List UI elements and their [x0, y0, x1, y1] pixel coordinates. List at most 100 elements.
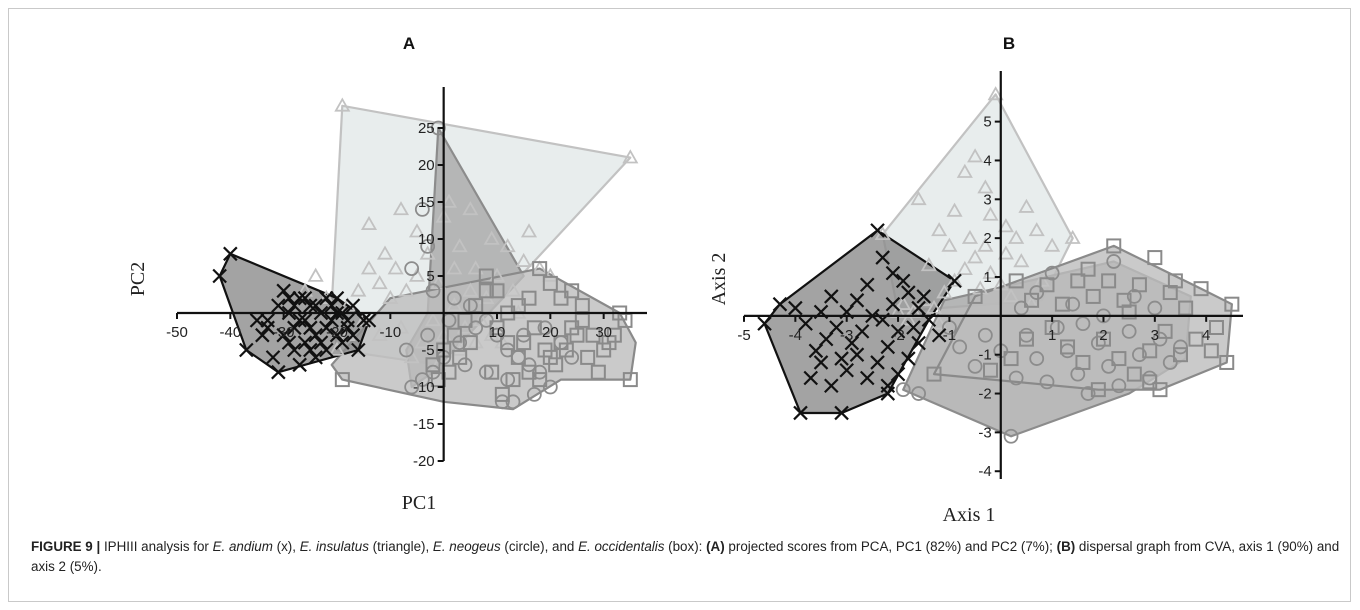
point-square	[1054, 296, 1070, 312]
point-square	[1095, 331, 1111, 347]
point-x	[885, 265, 901, 281]
point-x	[834, 405, 849, 421]
point-square	[537, 342, 553, 358]
point-square	[580, 349, 596, 365]
y-axis-title: PC2	[127, 262, 149, 296]
point-x	[361, 313, 377, 328]
point-square	[1060, 339, 1076, 355]
point-square	[478, 268, 494, 284]
caption-part: (A)	[706, 539, 725, 554]
point-square	[1116, 292, 1132, 308]
figure-caption: FIGURE 9 | IPHIII analysis for E. andium…	[31, 537, 1341, 577]
point-x	[329, 327, 345, 343]
caption-part: (triangle),	[368, 539, 433, 554]
point-square	[926, 366, 942, 382]
point-triangle	[360, 260, 378, 275]
point-triangle	[451, 238, 468, 253]
point-circle	[1008, 370, 1024, 386]
point-x	[335, 335, 350, 350]
point-triangle	[982, 206, 999, 221]
point-square	[1039, 277, 1055, 293]
y-tick-label: 1	[983, 269, 991, 286]
point-x	[292, 313, 307, 328]
point-triangle	[1008, 229, 1025, 244]
point-circle	[398, 342, 414, 358]
point-x	[849, 293, 865, 308]
point-triangle	[424, 312, 442, 327]
point-square	[542, 275, 558, 291]
x-tick-label: 30	[595, 324, 612, 341]
point-triangle	[895, 295, 912, 310]
point-triangle	[936, 284, 953, 299]
point-square	[484, 364, 500, 380]
point-circle	[1070, 366, 1086, 382]
point-circle	[1121, 323, 1137, 339]
point-square	[1219, 354, 1235, 370]
point-x	[303, 320, 318, 336]
x-tick-label: -5	[737, 327, 750, 344]
figure-caption-text: IPHIII analysis for E. andium (x), E. in…	[31, 539, 1339, 574]
y-tick-label: 5	[426, 268, 434, 285]
point-square	[1167, 273, 1183, 289]
point-circle	[1029, 351, 1045, 366]
point-square	[967, 288, 983, 304]
caption-part: IPHIII analysis for	[100, 539, 213, 554]
point-x	[916, 289, 932, 304]
point-x	[844, 335, 860, 351]
y-tick-label: -10	[413, 379, 435, 396]
point-triangle	[483, 230, 500, 245]
point-square	[500, 335, 516, 351]
point-square	[1003, 351, 1019, 367]
point-x	[356, 313, 371, 328]
point-circle	[1101, 358, 1117, 374]
point-triangle	[910, 190, 927, 206]
caption-part: E. andium	[212, 539, 273, 554]
point-square	[510, 349, 526, 365]
panel-title: A	[403, 34, 415, 53]
point-triangle	[931, 222, 948, 237]
caption-part: E. neogeus	[432, 539, 501, 554]
point-circle	[446, 290, 462, 306]
point-circle	[1152, 331, 1168, 347]
point-circle	[911, 386, 927, 401]
point-triangle	[398, 282, 415, 297]
point-x	[292, 290, 307, 306]
point-triangle	[997, 218, 1014, 233]
point-triangle	[622, 149, 639, 164]
point-x	[901, 285, 916, 300]
point-triangle	[387, 260, 404, 275]
point-square	[452, 349, 468, 365]
point-square	[1142, 343, 1158, 359]
point-x	[249, 313, 265, 328]
point-triangle	[515, 252, 532, 267]
point-circle	[1029, 285, 1045, 300]
point-square	[1070, 273, 1086, 289]
point-square	[1101, 273, 1117, 289]
x-tick-label: -30	[273, 324, 295, 341]
point-x	[808, 343, 824, 359]
point-circle	[425, 283, 441, 299]
point-circle	[1126, 289, 1142, 304]
point-x	[890, 366, 906, 382]
chart-panel-A: -50 -40 -30 -20 -10 10 20 30 -20 -15 -10 -5 5 10 15 20 2…	[127, 34, 647, 514]
point-x	[885, 296, 901, 312]
point-x	[772, 296, 788, 312]
point-square	[1224, 296, 1240, 312]
point-x	[788, 300, 803, 316]
point-x	[870, 223, 885, 238]
point-circle	[1111, 378, 1127, 394]
y-tick-label: 2	[983, 230, 991, 247]
point-x	[303, 298, 318, 313]
point-x	[818, 331, 834, 347]
caption-part: E. insulatus	[299, 539, 369, 554]
y-tick-label: -20	[413, 453, 435, 470]
point-x	[265, 350, 281, 365]
point-circle	[967, 358, 983, 374]
x-tick-label: -20	[326, 324, 348, 341]
point-circle	[1162, 355, 1178, 370]
point-x	[287, 298, 302, 313]
point-square	[1203, 343, 1219, 359]
point-triangle	[392, 201, 410, 216]
x-tick-label: -40	[219, 324, 241, 341]
point-circle	[404, 379, 420, 395]
